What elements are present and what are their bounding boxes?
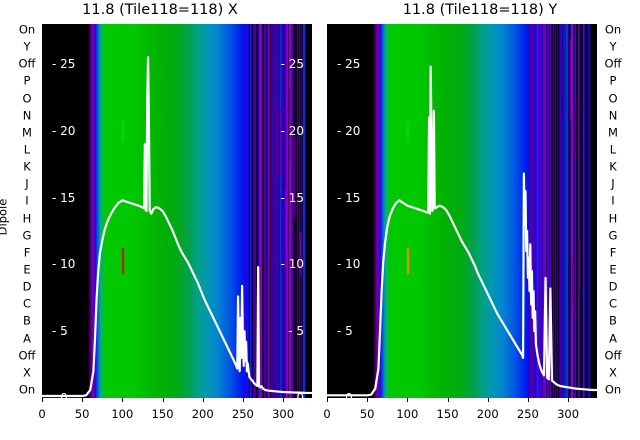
x-tick-label: 250 (231, 407, 254, 421)
spectrum-path (42, 56, 312, 398)
dipole-tick: F (609, 245, 617, 260)
dipole-tick: X (609, 365, 617, 380)
dipole-tick: Off (604, 347, 622, 362)
x-tick-label: 250 (516, 407, 539, 421)
plot-area-x[interactable]: - 25- 20- 15- 10- 5- 0- 25- 20- 15- 10- … (42, 24, 312, 398)
x-tick-label: 150 (151, 407, 174, 421)
dipole-tick: M (22, 125, 32, 140)
x-tick-mark (162, 398, 164, 402)
heatmap-canvas (42, 24, 312, 398)
dipole-tick: X (23, 365, 31, 380)
dipole-tick: On (604, 22, 622, 37)
dipole-tick: C (608, 296, 618, 311)
x-tick-label: 300 (272, 407, 295, 421)
dipole-tick: Y (23, 39, 31, 54)
dipole-tick: Off (604, 56, 622, 71)
dipole-tick: C (22, 296, 32, 311)
dipole-tick: M (608, 125, 618, 140)
x-tick-mark (327, 398, 328, 402)
x-tick-label: 50 (359, 407, 375, 421)
x-tick-mark (568, 398, 570, 402)
panel-y-title: 11.8 (Tile118=118) Y (402, 2, 558, 18)
dipole-tick: A (23, 330, 31, 345)
dipole-tick: Y (609, 39, 617, 54)
dipole-tick: L (609, 142, 617, 157)
dipole-tick: P (609, 73, 617, 88)
x-tick-mark (407, 398, 409, 402)
dipole-axis-right: On Y Off P O N M L K J I H G F E D C B A Off X On (600, 24, 626, 398)
x-tick-label: 150 (436, 407, 459, 421)
x-tick-label: 0 (38, 407, 46, 421)
panel-y: 11.8 (Tile118=118) Y (320, 0, 640, 440)
dipole-tick: H (22, 210, 32, 225)
spectrum-path (327, 65, 597, 397)
dipole-tick: Off (18, 347, 36, 362)
dipole-tick: G (22, 227, 32, 242)
dipole-tick: E (609, 262, 617, 277)
dipole-tick: A (609, 330, 617, 345)
panel-x: 11.8 (Tile118=118) X (82, 2, 238, 18)
x-tick-mark (42, 398, 43, 402)
x-tick-mark (367, 398, 369, 402)
x-tick-mark (202, 398, 204, 402)
x-tick-label: 50 (74, 407, 90, 421)
dipole-tick: F (23, 245, 31, 260)
plot-area-y[interactable]: - 25- 20- 15- 10- 5- 0 (327, 24, 597, 398)
dipole-tick: I (611, 193, 615, 208)
dipole-tick: On (604, 382, 622, 397)
dipole-tick: K (23, 159, 31, 174)
x-tick-mark (447, 398, 449, 402)
dipole-tick: H (608, 210, 618, 225)
dipole-axis-label: Dipole (0, 198, 10, 236)
x-tick-mark (487, 398, 489, 402)
dipole-tick: On (18, 22, 36, 37)
dipole-tick: O (22, 90, 32, 105)
panel-x-title: 11.8 (Tile118=118) X (82, 2, 238, 18)
x-tick-mark (82, 398, 84, 402)
x-tick-label: 200 (191, 407, 214, 421)
x-tick-mark (527, 398, 529, 402)
dipole-tick: P (23, 73, 31, 88)
x-tick-mark (242, 398, 244, 402)
dipole-tick: Off (18, 56, 36, 71)
x-tick-label: 100 (111, 407, 134, 421)
dipole-tick: On (18, 382, 36, 397)
dipole-tick: E (23, 262, 31, 277)
x-tick-label: 300 (557, 407, 580, 421)
dipole-tick: D (22, 279, 32, 294)
x-tick-label: 200 (476, 407, 499, 421)
dipole-tick: J (25, 176, 29, 191)
x-tick-mark (122, 398, 124, 402)
x-tick-label: 100 (396, 407, 419, 421)
dipole-tick: I (25, 193, 29, 208)
x-tick-mark (283, 398, 285, 402)
dipole-tick: B (609, 313, 617, 328)
dipole-tick: D (608, 279, 618, 294)
dipole-tick: J (611, 176, 615, 191)
dipole-tick: B (23, 313, 31, 328)
dipole-tick: G (608, 227, 618, 242)
dipole-axis-left: On Y Off P O N M L K J I H G F E D C B A Off X On (14, 24, 40, 398)
x-axis-left: 0 50 100 150 200 250 300 (38, 398, 312, 424)
dipole-tick: O (608, 90, 618, 105)
dipole-tick: N (22, 107, 32, 122)
spectrum-curve (327, 65, 597, 397)
dipole-tick: K (609, 159, 617, 174)
dipole-tick: N (608, 107, 618, 122)
x-tick-label: 0 (323, 407, 331, 421)
spectrum-curve (42, 56, 312, 398)
dipole-tick: L (23, 142, 31, 157)
x-axis-right: 0 50 100 150 200 250 300 (323, 398, 597, 424)
